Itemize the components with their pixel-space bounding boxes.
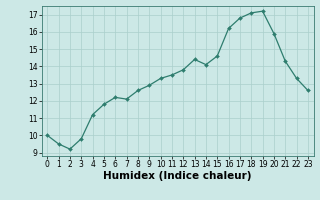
X-axis label: Humidex (Indice chaleur): Humidex (Indice chaleur) [103,171,252,181]
